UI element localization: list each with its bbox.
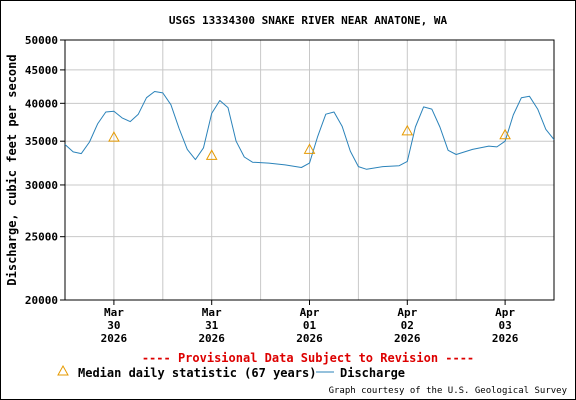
median-marker	[401, 124, 414, 136]
legend-median-marker	[57, 364, 69, 376]
grid	[65, 39, 554, 301]
x-tick-label: 03	[498, 319, 511, 332]
x-tick-label: Mar	[202, 306, 222, 319]
x-tick-label: 31	[205, 319, 219, 332]
y-tick-label: 45000	[25, 64, 58, 77]
x-tick-label: 30	[107, 319, 120, 332]
plot-area-border	[64, 39, 555, 301]
plot-data	[64, 91, 555, 170]
x-tick-label: Apr	[300, 306, 320, 319]
median-marker	[108, 131, 120, 142]
x-tick-label: 2026	[198, 332, 225, 345]
median-marker	[303, 143, 316, 154]
y-tick-label: 30000	[25, 179, 58, 192]
chart-title: USGS 13334300 SNAKE RIVER NEAR ANATONE, …	[169, 14, 448, 27]
x-tick-label: 2026	[296, 332, 323, 345]
legend-discharge-label: Discharge	[340, 366, 405, 380]
x-tick-label: 2026	[101, 332, 128, 345]
legend: Median daily statistic (67 years) Discha…	[57, 364, 405, 380]
y-tick-label: 25000	[25, 231, 58, 244]
x-tick-label: Mar	[104, 306, 124, 319]
y-tick-label: 50000	[25, 34, 58, 47]
x-tick-label: Apr	[397, 306, 417, 319]
x-tick-label: 01	[303, 319, 317, 332]
y-axis-label: Discharge, cubic feet per second	[5, 54, 19, 285]
x-tick-label: 02	[401, 319, 414, 332]
provisional-note: ---- Provisional Data Subject to Revisio…	[142, 351, 474, 365]
y-tick-label: 40000	[25, 97, 58, 110]
x-tick-label: 2026	[492, 332, 519, 345]
legend-median-label: Median daily statistic (67 years)	[78, 366, 316, 380]
y-tick-label: 20000	[25, 294, 58, 307]
y-tick-label: 35000	[25, 135, 58, 148]
median-marker	[499, 128, 511, 140]
x-tick-label: Apr	[495, 306, 515, 319]
x-tick-label: 2026	[394, 332, 421, 345]
credit-text: Graph courtesy of the U.S. Geological Su…	[329, 386, 568, 396]
median-marker	[205, 149, 218, 160]
axes: 20000250003000035000400004500050000Mar30…	[25, 34, 555, 345]
discharge-line	[64, 91, 555, 170]
